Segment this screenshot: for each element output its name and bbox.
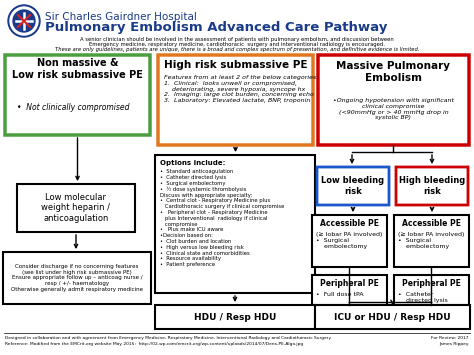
Circle shape [10,7,38,35]
FancyBboxPatch shape [5,55,150,135]
FancyBboxPatch shape [17,184,135,232]
FancyBboxPatch shape [155,305,315,329]
Text: For Review: 2017: For Review: 2017 [431,336,469,340]
FancyBboxPatch shape [394,215,469,267]
FancyBboxPatch shape [318,55,469,145]
Text: Reference: Modified from the EMCrit.org website May 2015:  http://02.wp.com/emcr: Reference: Modified from the EMCrit.org … [5,342,303,346]
Text: Peripheral PE: Peripheral PE [320,279,379,289]
FancyBboxPatch shape [312,215,387,267]
Text: Emergency medicine, respiratory medicine, cardiothoracic  surgery and interventi: Emergency medicine, respiratory medicine… [89,42,385,47]
FancyBboxPatch shape [394,275,469,305]
Text: High risk submassive PE: High risk submassive PE [164,60,307,70]
FancyBboxPatch shape [312,275,387,305]
Text: Accessible PE: Accessible PE [320,219,379,229]
Text: •  Catheter
    directed lysis: • Catheter directed lysis [398,292,448,303]
Text: •  Standard anticoagulation
•  Catheter directed lysis
•  Surgical embolectomy
•: • Standard anticoagulation • Catheter di… [160,169,284,267]
Text: Non massive &
Low risk submassive PE: Non massive & Low risk submassive PE [12,58,143,80]
FancyBboxPatch shape [3,252,151,304]
Text: Features from at least 2 of the below categories:
1.  Clinical:  looks unwell or: Features from at least 2 of the below ca… [164,75,319,103]
Text: James Rippey: James Rippey [439,342,469,346]
Text: High bleeding
risk: High bleeding risk [399,176,465,196]
Text: Accessible PE: Accessible PE [402,219,461,229]
Text: HDU / Resp HDU: HDU / Resp HDU [194,312,276,322]
Text: A senior clinician should be involved in the assessment of patients with pulmona: A senior clinician should be involved in… [80,37,394,42]
Text: ICU or HDU / Resp HDU: ICU or HDU / Resp HDU [334,312,451,322]
Text: (≥ lobar PA involved)
•  Surgical
    embolectomy: (≥ lobar PA involved) • Surgical embolec… [398,232,465,248]
FancyBboxPatch shape [155,155,315,293]
FancyBboxPatch shape [315,305,470,329]
Text: •  Full dose tPA: • Full dose tPA [316,292,364,297]
Text: Options include:: Options include: [160,160,225,166]
FancyBboxPatch shape [396,167,468,205]
Text: Peripheral PE: Peripheral PE [402,279,461,289]
FancyBboxPatch shape [158,55,313,145]
Text: Massive Pulmonary
Embolism: Massive Pulmonary Embolism [337,61,450,83]
Circle shape [13,10,35,32]
Text: •Ongoing hypotension with significant
clinical compromise
(<90mmHg or > 40 mmHg : •Ongoing hypotension with significant cl… [333,98,454,120]
FancyBboxPatch shape [317,167,389,205]
Text: Pulmonary Embolism Advanced Care Pathway: Pulmonary Embolism Advanced Care Pathway [45,21,387,34]
Text: Sir Charles Gairdner Hospital: Sir Charles Gairdner Hospital [45,12,197,22]
Text: Consider discharge if no concerning features
(see list under high risk submassiv: Consider discharge if no concerning feat… [11,264,143,292]
Circle shape [8,5,40,37]
Text: (≥ lobar PA involved)
•  Surgical
    embolectomy: (≥ lobar PA involved) • Surgical embolec… [316,232,383,248]
Text: •  Not clinically compromised: • Not clinically compromised [17,103,129,111]
Text: Low bleeding
risk: Low bleeding risk [321,176,384,196]
Text: Designed in collaboration and with agreement from Emergency Medicine, Respirator: Designed in collaboration and with agree… [5,336,331,340]
Text: These are only guidelines, patients are unique, there is a broad and complex spe: These are only guidelines, patients are … [55,47,419,52]
Text: Low molecular
weight heparin /
anticoagulation: Low molecular weight heparin / anticoagu… [42,193,110,223]
